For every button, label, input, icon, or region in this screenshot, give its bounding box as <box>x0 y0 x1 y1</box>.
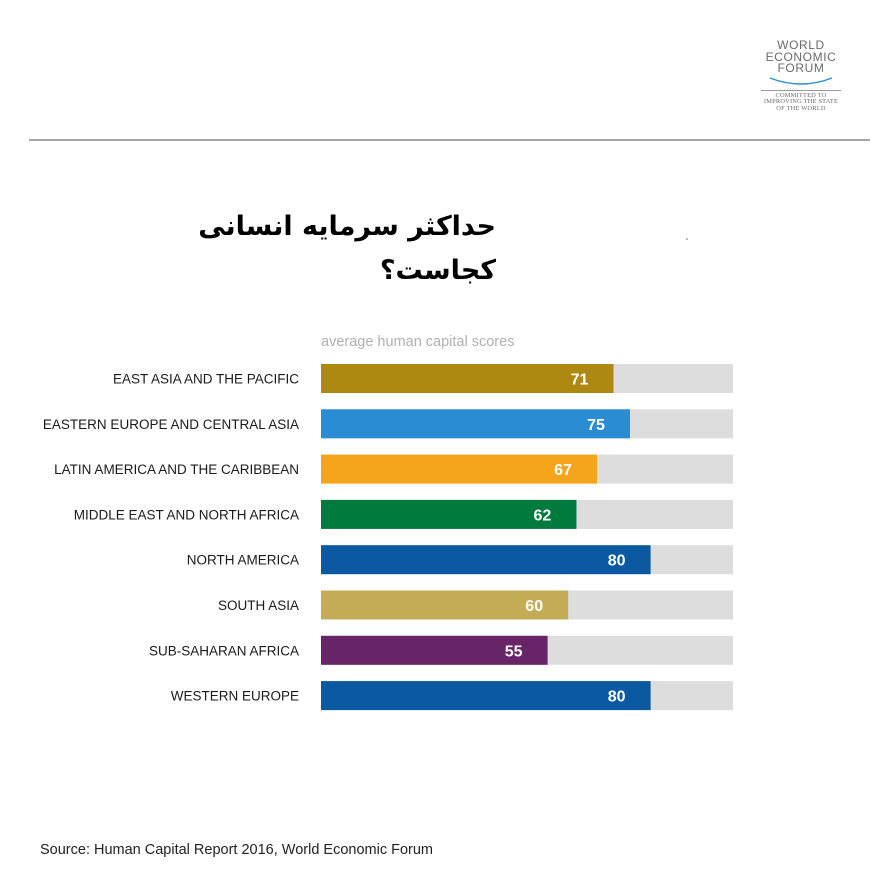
logo-tagline-1: COMMITTED TO <box>775 91 827 99</box>
bar <box>321 409 630 439</box>
bar <box>321 454 598 484</box>
chart-subtitle: average human capital scores <box>321 334 515 350</box>
page-title: حداکثر سرمایه انسانی کجاست؟ <box>198 211 496 286</box>
bar <box>321 499 577 529</box>
category-label: LATIN AMERICA AND THE CARIBBEAN <box>54 462 299 477</box>
bar <box>321 681 651 711</box>
category-label: EASTERN EUROPE AND CENTRAL ASIA <box>43 417 299 432</box>
value-label: 80 <box>608 553 626 570</box>
logo-line-2: ECONOMIC <box>765 49 837 64</box>
logo-rule <box>761 89 841 91</box>
category-label: WESTERN EUROPE <box>171 689 299 704</box>
header-divider <box>29 139 870 141</box>
bar <box>321 364 614 393</box>
stray-dot <box>686 238 688 240</box>
category-label: NORTH AMERICA <box>187 553 299 568</box>
logo-tagline-2: IMPROVING THE STATE <box>763 98 839 106</box>
logo-line-3: FORUM <box>777 61 825 75</box>
value-label: 67 <box>554 462 572 479</box>
value-label: 55 <box>505 643 523 660</box>
category-label: SOUTH ASIA <box>218 598 299 613</box>
value-label: 80 <box>608 689 626 706</box>
logo-arc-icon <box>769 76 833 85</box>
category-label: SUB-SAHARAN AFRICA <box>149 643 299 658</box>
wef-logo: WORLD ECONOMIC FORUM COMMITTED TO IMPROV… <box>752 38 850 113</box>
category-label: MIDDLE EAST AND NORTH AFRICA <box>74 507 299 522</box>
value-label: 71 <box>571 372 589 389</box>
value-label: 62 <box>534 507 552 524</box>
bar <box>321 545 651 575</box>
logo-line-1: WORLD <box>777 38 825 52</box>
bar <box>321 590 569 620</box>
bar <box>321 635 548 665</box>
value-label: 75 <box>587 417 605 434</box>
category-label: EAST ASIA AND THE PACIFIC <box>113 372 299 387</box>
logo-tagline-3: OF THE WORLD <box>776 105 826 113</box>
value-label: 60 <box>525 598 543 615</box>
source-note: Source: Human Capital Report 2016, World… <box>40 842 434 858</box>
